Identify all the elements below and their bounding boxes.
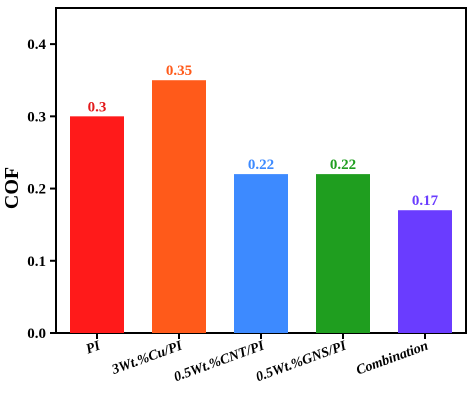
bar-3 (234, 174, 288, 333)
category-label: 0.5Wt.%CNT/PI (172, 338, 267, 385)
y-tick-label: 0.0 (27, 326, 46, 342)
category-label: Combination (354, 339, 430, 379)
value-label: 0.22 (248, 157, 274, 173)
value-label: 0.3 (88, 99, 107, 115)
bar-2 (152, 80, 206, 333)
y-axis-title: COF (1, 167, 23, 209)
value-label: 0.22 (330, 157, 356, 173)
value-label: 0.17 (412, 193, 439, 209)
y-tick-label: 0.4 (27, 37, 46, 53)
bar-4 (316, 174, 370, 333)
category-label: 0.5Wt.%GNS/PI (254, 338, 349, 385)
bar-1 (70, 116, 124, 333)
value-label: 0.35 (166, 63, 192, 79)
bars (70, 80, 452, 333)
y-tick-label: 0.3 (27, 109, 46, 125)
y-tick-label: 0.1 (27, 254, 46, 270)
bar-5 (398, 210, 452, 333)
y-tick-label: 0.2 (27, 182, 46, 198)
category-label: PI (84, 338, 103, 357)
